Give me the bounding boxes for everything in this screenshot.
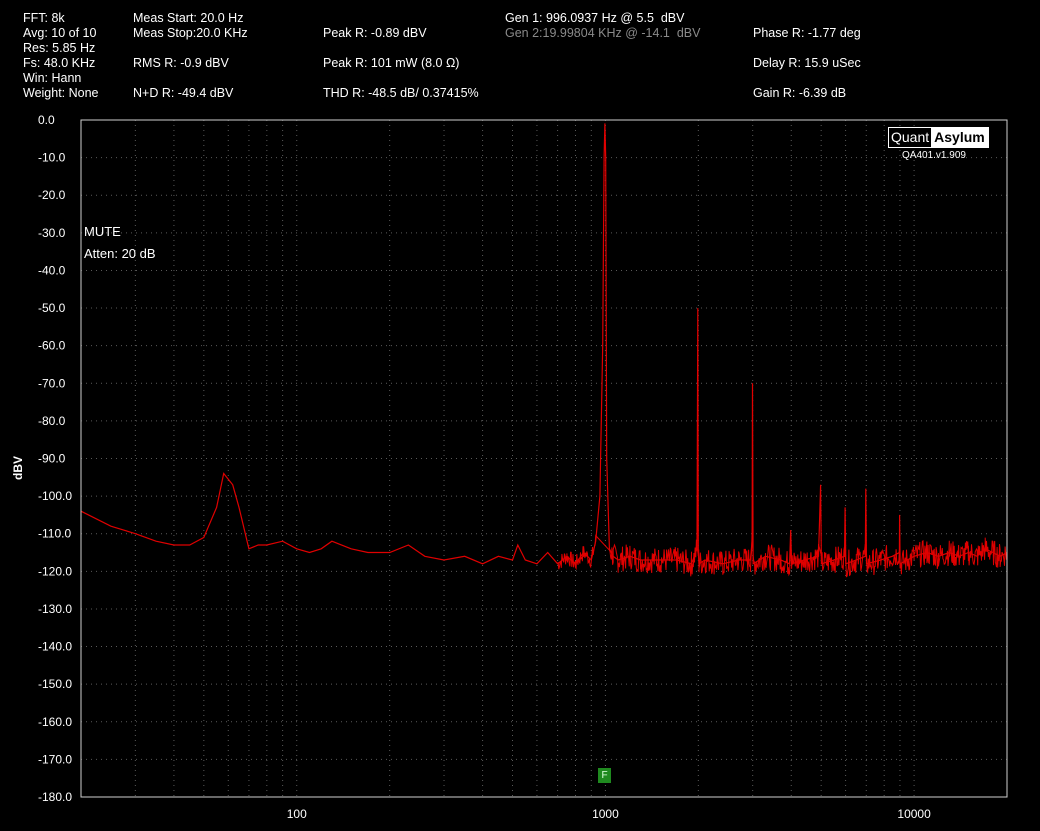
attenuation-label: Atten: 20 dB [84, 246, 156, 261]
peak-dbv-readout: Peak R: -0.89 dBV [323, 26, 427, 40]
noise-floor-texture [557, 528, 1008, 578]
x-axis-ticks: 100 1000 10000 [287, 807, 931, 821]
trace-layer [80, 123, 1008, 578]
generator-2-readout: Gen 2:19.99804 KHz @ -14.1 dBV [505, 26, 701, 40]
y-tick-label: -150.0 [38, 677, 72, 691]
y-tick-label: -10.0 [38, 151, 66, 165]
y-tick-label: -40.0 [38, 263, 66, 277]
y-tick-label: -100.0 [38, 489, 72, 503]
x-tick-label: 10000 [897, 807, 931, 821]
window-readout: Win: Hann [23, 71, 82, 85]
averaging-readout: Avg: 10 of 10 [23, 26, 97, 40]
meas-start-readout: Meas Start: 20.0 Hz [133, 11, 244, 25]
y-tick-label: -180.0 [38, 790, 72, 804]
y-tick-label: -130.0 [38, 602, 72, 616]
rms-readout: RMS R: -0.9 dBV [133, 56, 229, 70]
y-tick-label: -30.0 [38, 226, 66, 240]
chart-grid [81, 120, 1007, 797]
x-tick-label: 100 [287, 807, 307, 821]
y-tick-label: -120.0 [38, 564, 72, 578]
gain-readout: Gain R: -6.39 dB [753, 86, 847, 100]
y-tick-label: -140.0 [38, 640, 72, 654]
y-tick-label: -70.0 [38, 376, 66, 390]
x-tick-label: 1000 [592, 807, 619, 821]
fundamental-marker[interactable]: F [598, 768, 611, 783]
y-tick-label: -60.0 [38, 339, 66, 353]
y-tick-label: 0.0 [38, 113, 55, 127]
logo-right-text: Asylum [931, 128, 988, 147]
generator-1-readout: Gen 1: 996.0937 Hz @ 5.5 dBV [505, 11, 685, 25]
y-tick-label: -110.0 [38, 527, 71, 541]
y-tick-label: -20.0 [38, 188, 66, 202]
noise-distortion-readout: N+D R: -49.4 dBV [133, 86, 234, 100]
plot-frame [80, 119, 1008, 798]
mute-label: MUTE [84, 224, 121, 239]
meas-stop-readout: Meas Stop:20.0 KHz [133, 26, 248, 40]
y-axis-label: dBV [11, 456, 25, 480]
delay-readout: Delay R: 15.9 uSec [753, 56, 861, 70]
phase-readout: Phase R: -1.77 deg [753, 26, 861, 40]
thd-readout: THD R: -48.5 dB/ 0.37415% [323, 86, 479, 100]
weighting-readout: Weight: None [23, 86, 99, 100]
sample-rate-readout: Fs: 48.0 KHz [23, 56, 96, 70]
y-tick-label: -80.0 [38, 414, 66, 428]
version-label: QA401.v1.909 [902, 150, 966, 161]
y-tick-label: -50.0 [38, 301, 66, 315]
quantasylum-logo: Quant Asylum [888, 127, 989, 148]
y-axis-ticks: 0.0 -10.0 -20.0 -30.0 -40.0 -50.0 -60.0 -70.0 -8… [38, 113, 72, 804]
y-tick-label: -170.0 [38, 752, 72, 766]
resolution-readout: Res: 5.85 Hz [23, 41, 96, 55]
logo-left-text: Quant [889, 128, 932, 147]
fft-size-readout: FFT: 8k [23, 11, 65, 25]
y-tick-label: -90.0 [38, 452, 66, 466]
series-line [80, 123, 1008, 565]
y-tick-label: -160.0 [38, 715, 72, 729]
peak-power-readout: Peak R: 101 mW (8.0 Ω) [323, 56, 460, 70]
